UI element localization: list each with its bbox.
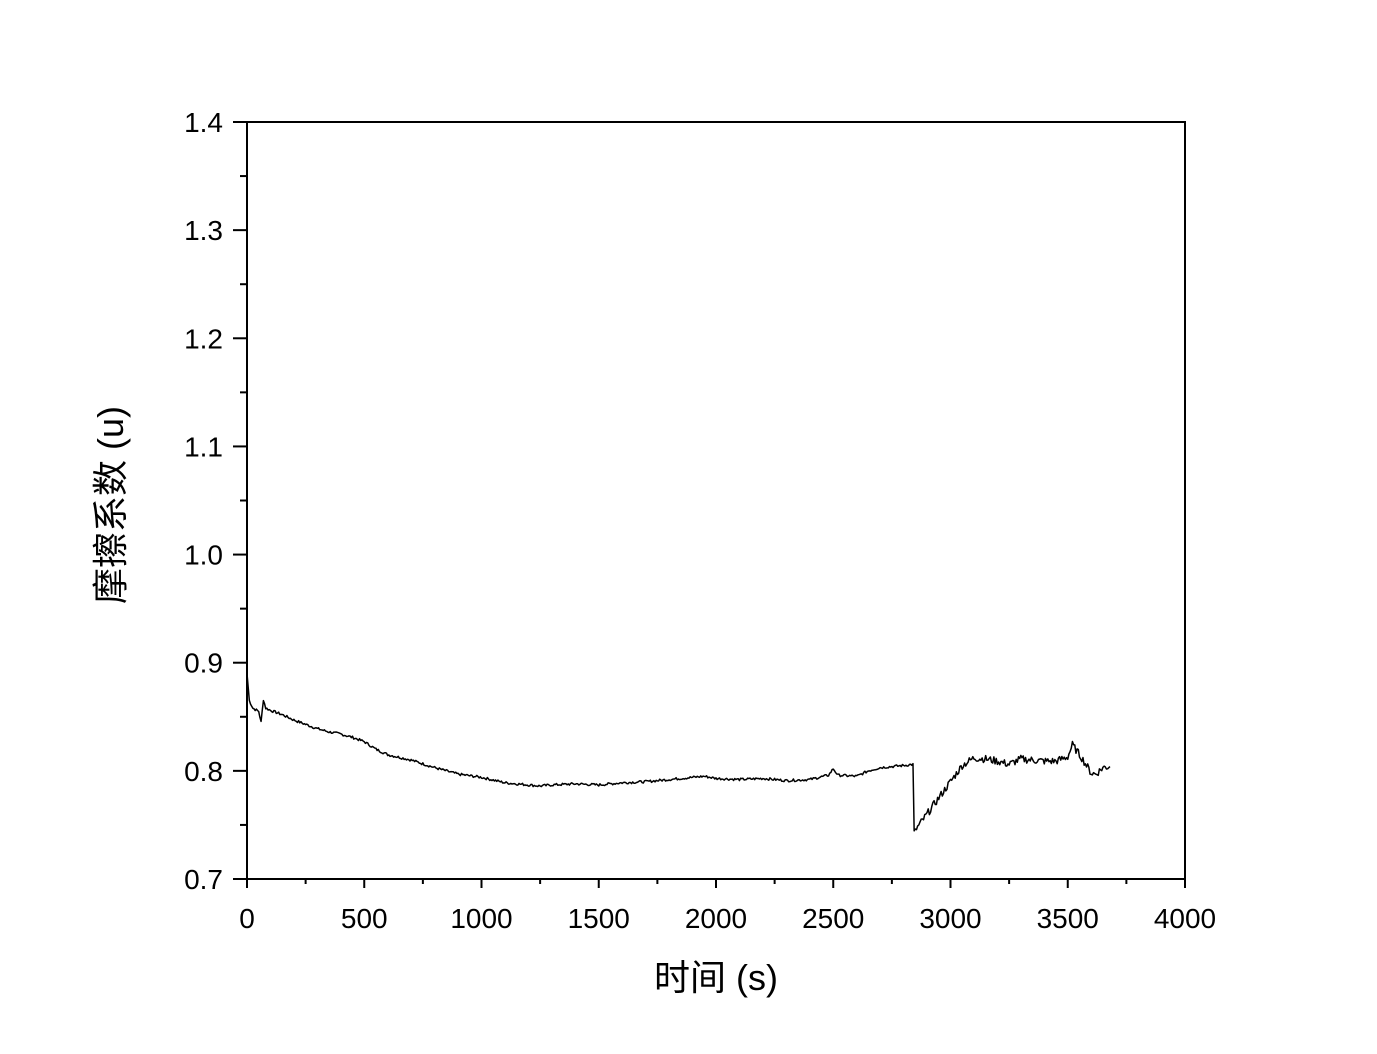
x-tick-label: 2500 xyxy=(802,903,864,934)
y-tick-label: 1.4 xyxy=(184,107,223,138)
x-axis-title: 时间 (s) xyxy=(654,957,778,998)
y-tick-label: 1.2 xyxy=(184,323,223,354)
y-tick-label: 0.8 xyxy=(184,756,223,787)
y-tick-label: 1.1 xyxy=(184,431,223,462)
x-tick-label: 1000 xyxy=(450,903,512,934)
x-tick-label: 500 xyxy=(341,903,388,934)
y-tick-label: 1.3 xyxy=(184,215,223,246)
y-tick-label: 0.9 xyxy=(184,648,223,679)
series-line xyxy=(246,673,1111,832)
series-layer xyxy=(246,673,1111,832)
y-axis-title: 摩擦系数 (u) xyxy=(90,406,131,604)
x-tick-label: 4000 xyxy=(1154,903,1216,934)
y-tick-label: 1.0 xyxy=(184,540,223,571)
x-tick-label: 1500 xyxy=(568,903,630,934)
plot-frame xyxy=(246,121,1186,880)
axis-tick-labels: 0 500 1000 1500 2000 2500 3000 3500 4000 0.7 0.8 0.… xyxy=(184,107,1216,934)
y-tick-label: 0.7 xyxy=(184,864,223,895)
x-tick-label: 2000 xyxy=(685,903,747,934)
x-tick-label: 3500 xyxy=(1037,903,1099,934)
x-tick-label: 3000 xyxy=(919,903,981,934)
x-tick-label: 0 xyxy=(239,903,255,934)
axis-ticks xyxy=(233,121,1186,888)
